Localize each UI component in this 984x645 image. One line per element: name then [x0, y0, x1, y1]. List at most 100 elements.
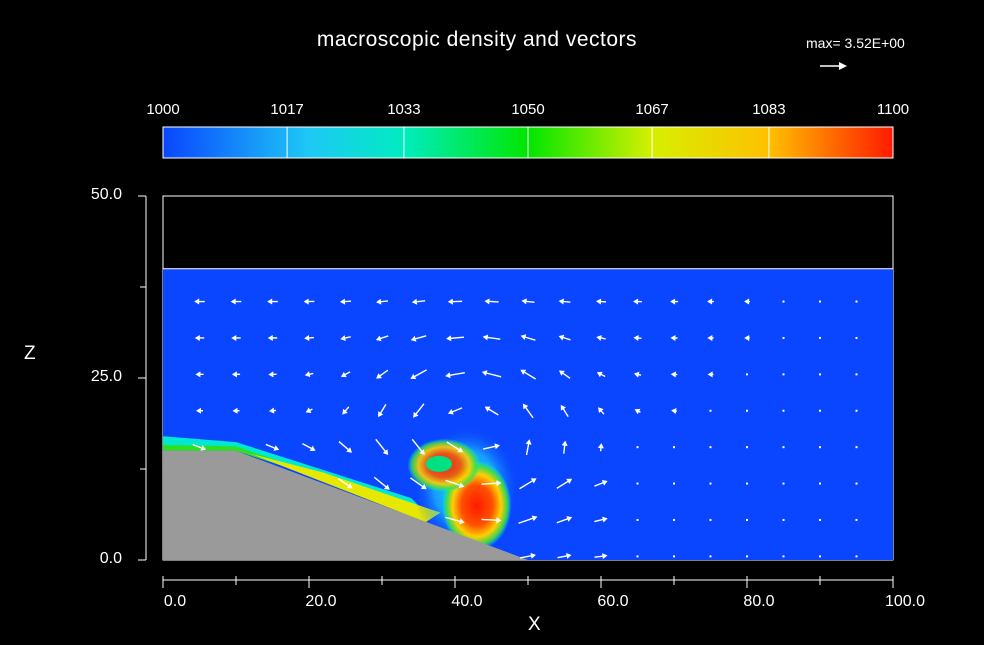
velocity-vector	[446, 441, 464, 453]
z-tick-label: 0.0	[99, 550, 122, 567]
velocity-vector	[707, 334, 714, 341]
velocity-vector	[819, 373, 821, 376]
velocity-vector	[521, 298, 535, 305]
velocity-vector	[782, 373, 785, 376]
velocity-vector	[709, 555, 712, 558]
velocity-vector	[558, 370, 571, 379]
velocity-vector	[560, 404, 569, 418]
velocity-vector	[376, 369, 389, 379]
velocity-vector	[447, 407, 463, 415]
velocity-vector	[634, 408, 641, 415]
velocity-vector	[670, 371, 678, 378]
velocity-vector	[482, 443, 500, 450]
velocity-vector	[819, 336, 821, 339]
x-tick-label: 60.0	[597, 593, 629, 610]
velocity-vector	[596, 371, 606, 378]
chart-title: macroscopic density and vectors	[316, 28, 638, 51]
velocity-vector	[520, 369, 536, 380]
velocity-vector	[519, 552, 536, 559]
velocity-vector	[782, 482, 785, 485]
velocity-vector	[782, 555, 785, 558]
velocity-vector	[375, 335, 389, 342]
velocity-vector	[481, 480, 502, 487]
velocity-vector	[782, 446, 785, 449]
z-tick-label: 50.0	[90, 186, 122, 203]
velocity-vector	[409, 477, 427, 490]
velocity-vector	[339, 298, 352, 305]
velocity-vector	[597, 443, 604, 452]
velocity-vector	[481, 370, 502, 378]
velocity-vector	[746, 482, 748, 485]
velocity-vector	[671, 408, 677, 415]
velocity-vector	[707, 298, 714, 305]
velocity-vector	[265, 443, 280, 451]
velocity-vector	[445, 371, 465, 379]
velocity-vector	[194, 334, 205, 341]
velocity-vector	[673, 482, 675, 485]
velocity-vector	[819, 555, 821, 558]
velocity-vector	[782, 409, 785, 412]
velocity-vector	[782, 300, 785, 303]
velocity-vector	[373, 476, 390, 490]
velocity-vector	[594, 516, 608, 523]
velocity-vector	[376, 298, 389, 305]
colorbar-tick-label: 1083	[752, 101, 786, 118]
velocity-vector	[375, 438, 389, 455]
velocity-vector	[340, 371, 351, 378]
velocity-vector	[338, 441, 353, 453]
velocity-vector	[855, 373, 858, 376]
velocity-vector	[192, 443, 207, 451]
velocity-vector	[670, 334, 678, 341]
velocity-vector	[556, 478, 573, 489]
velocity-vector	[855, 300, 858, 303]
velocity-vector	[746, 555, 748, 558]
velocity-vector	[304, 371, 314, 378]
velocity-vector	[633, 371, 642, 378]
velocity-vector	[855, 446, 858, 449]
velocity-vector	[522, 403, 534, 419]
velocity-vector	[746, 446, 748, 449]
colorbar-tick-label: 1050	[511, 101, 545, 118]
velocity-vector	[673, 446, 675, 449]
velocity-vector	[378, 404, 387, 418]
slope	[163, 450, 528, 560]
x-tick-label: 80.0	[743, 593, 775, 610]
velocity-vector	[342, 406, 350, 415]
x-tick-label: 100.0	[884, 593, 926, 610]
velocity-vector	[744, 298, 750, 305]
velocity-vector	[481, 517, 502, 524]
velocity-vector	[561, 440, 568, 454]
velocity-vector	[558, 334, 571, 341]
velocity-vector	[337, 478, 353, 489]
velocity-vector	[782, 518, 785, 521]
dense-layer-outer	[163, 436, 426, 513]
colorbar-tick-label: 1017	[270, 101, 304, 118]
velocity-vector	[525, 439, 532, 456]
x-axis-label: X	[528, 614, 541, 635]
velocity-vector	[411, 298, 426, 305]
velocity-vector	[819, 482, 821, 485]
x-tick-label: 40.0	[451, 593, 483, 610]
velocity-vector	[673, 518, 675, 521]
velocity-vector	[670, 298, 678, 305]
velocity-vector	[855, 482, 858, 485]
vortex-eye	[425, 455, 453, 472]
velocity-vector	[636, 482, 639, 485]
velocity-vector	[558, 298, 571, 305]
velocity-vector	[231, 334, 241, 341]
velocity-vector	[484, 298, 499, 305]
velocity-vector	[447, 298, 463, 305]
z-tick-label: 25.0	[90, 368, 122, 385]
x-tick-label: 0.0	[163, 593, 187, 610]
colorbar-tick-label: 1067	[635, 101, 669, 118]
velocity-vector	[633, 335, 642, 342]
velocity-vector	[819, 409, 821, 412]
velocity-vector	[819, 300, 821, 303]
velocity-vector	[340, 335, 351, 341]
velocity-vector	[520, 334, 536, 341]
velocity-vector	[556, 516, 573, 524]
velocity-vector	[594, 553, 608, 560]
velocity-vector	[410, 335, 427, 342]
velocity-vector	[746, 373, 748, 376]
velocity-vector	[709, 409, 712, 412]
